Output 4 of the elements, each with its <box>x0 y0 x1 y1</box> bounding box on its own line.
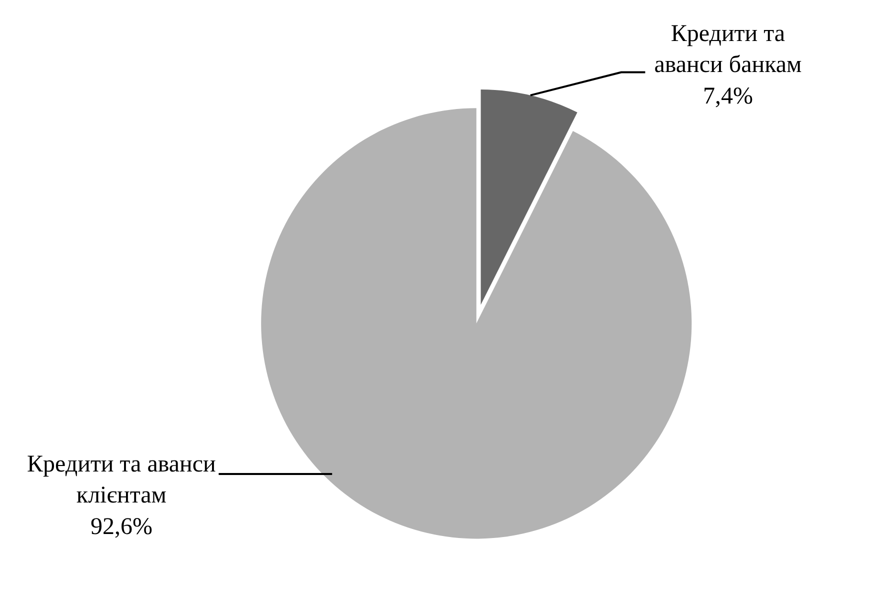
slice-label: Кредити та аванси клієнтам <box>27 451 216 509</box>
data-label: 7,4% <box>702 83 753 110</box>
slice-label: Кредити та аванси банкам <box>654 20 802 78</box>
data-label: 92,6% <box>90 514 152 540</box>
